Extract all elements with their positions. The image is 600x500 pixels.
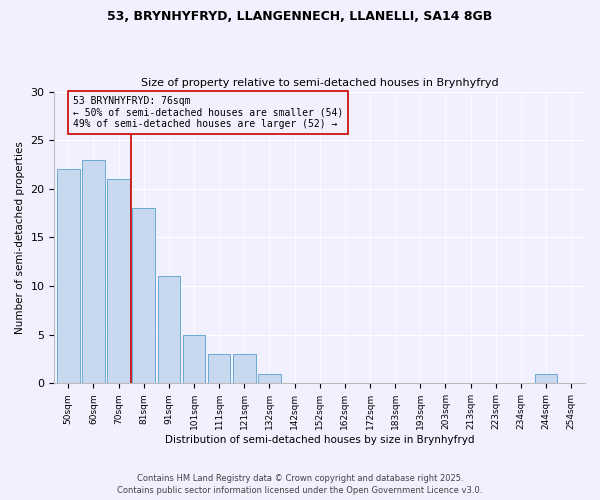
Bar bbox=[133, 208, 155, 384]
Title: Size of property relative to semi-detached houses in Brynhyfryd: Size of property relative to semi-detach… bbox=[141, 78, 499, 88]
Bar bbox=[107, 179, 130, 384]
Text: Contains HM Land Registry data © Crown copyright and database right 2025.
Contai: Contains HM Land Registry data © Crown c… bbox=[118, 474, 482, 495]
Bar bbox=[233, 354, 256, 384]
Y-axis label: Number of semi-detached properties: Number of semi-detached properties bbox=[15, 141, 25, 334]
Bar bbox=[208, 354, 230, 384]
Text: 53 BRYNHYFRYD: 76sqm
← 50% of semi-detached houses are smaller (54)
49% of semi-: 53 BRYNHYFRYD: 76sqm ← 50% of semi-detac… bbox=[73, 96, 343, 129]
X-axis label: Distribution of semi-detached houses by size in Brynhyfryd: Distribution of semi-detached houses by … bbox=[165, 435, 475, 445]
Bar bbox=[182, 334, 205, 384]
Bar bbox=[57, 170, 80, 384]
Bar bbox=[158, 276, 180, 384]
Bar bbox=[82, 160, 104, 384]
Text: 53, BRYNHYFRYD, LLANGENNECH, LLANELLI, SA14 8GB: 53, BRYNHYFRYD, LLANGENNECH, LLANELLI, S… bbox=[107, 10, 493, 23]
Bar bbox=[535, 374, 557, 384]
Bar bbox=[258, 374, 281, 384]
